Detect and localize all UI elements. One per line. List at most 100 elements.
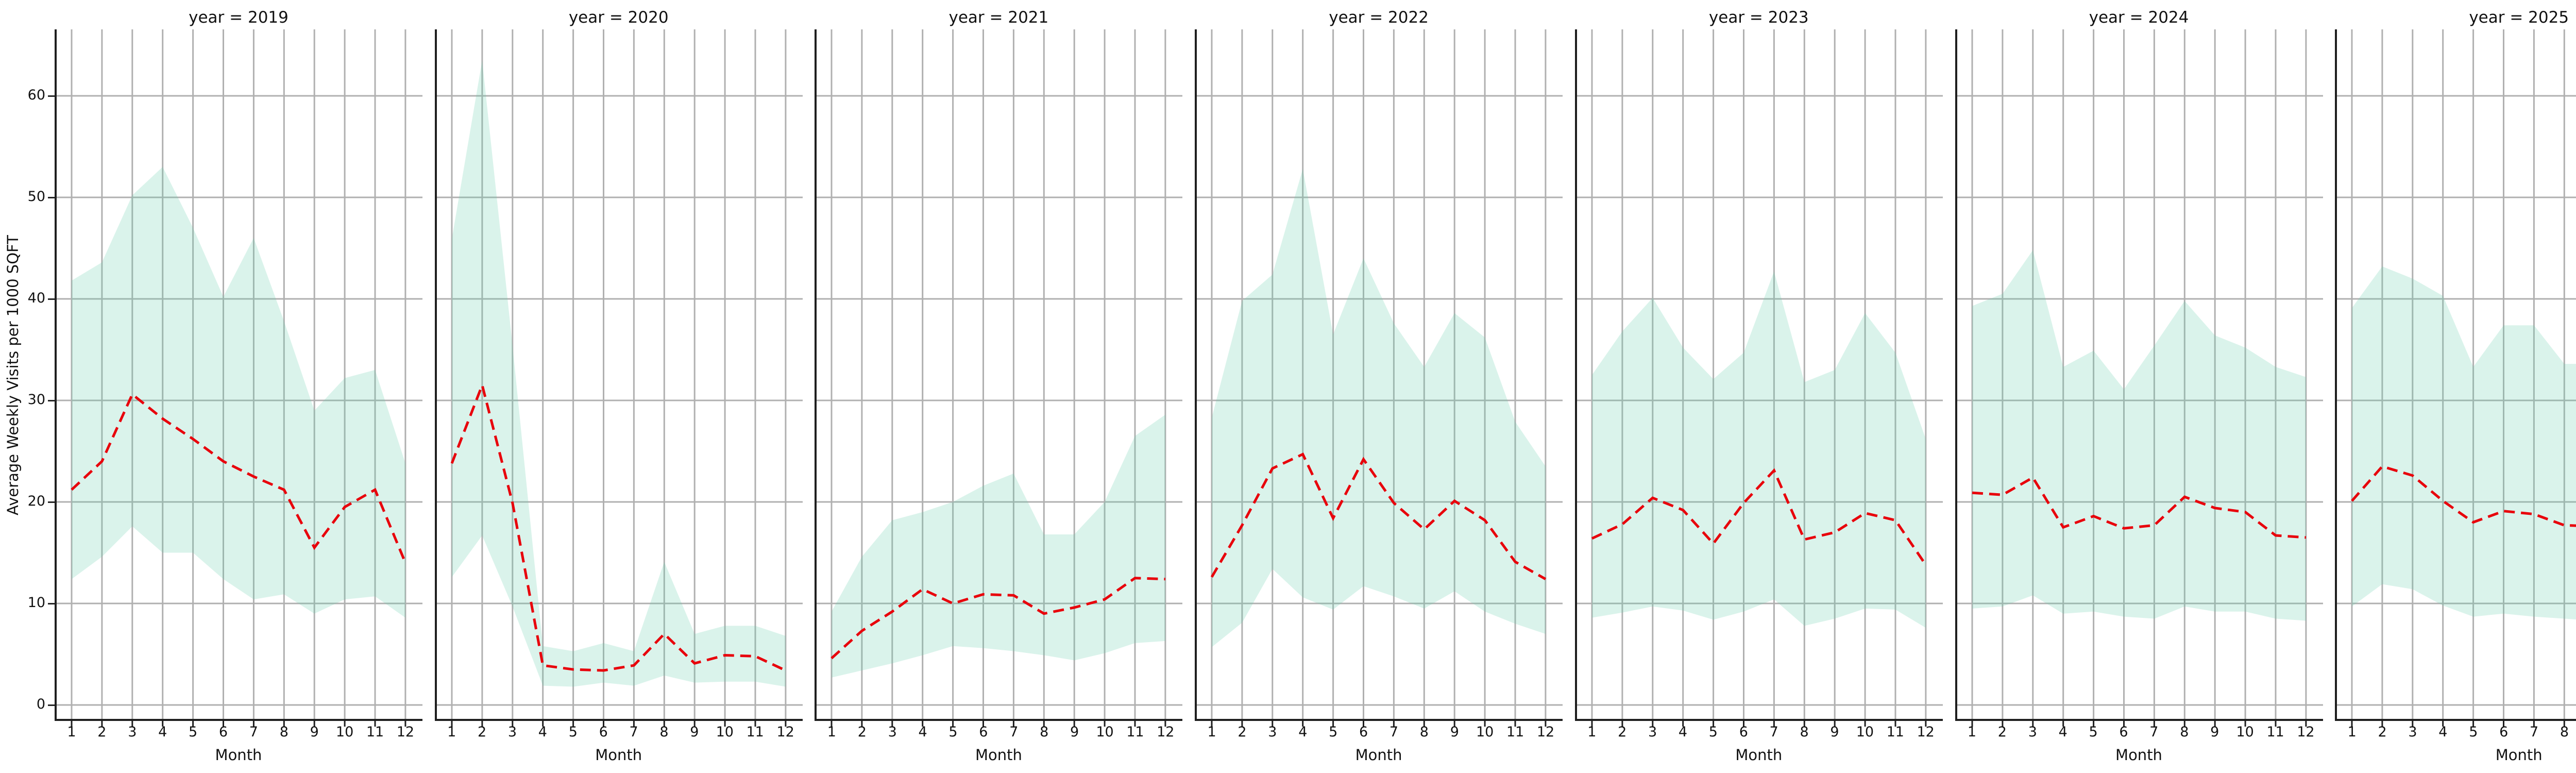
y-tick-label: 0 (36, 696, 45, 712)
x-tick-label: 4 (2438, 724, 2448, 740)
panel-plot-area (2335, 29, 2576, 727)
x-tick-label: 4 (1678, 724, 1688, 740)
x-tick-label: 4 (1298, 724, 1308, 740)
x-tick-label: 11 (2266, 724, 2284, 740)
x-tick-label: 9 (2210, 724, 2219, 740)
median-line (1972, 476, 2306, 539)
x-tick-label: 8 (1040, 724, 1049, 740)
median-line (2351, 465, 2576, 527)
x-tick-label: 11 (366, 724, 384, 740)
x-tick-label: 1 (1207, 724, 1216, 740)
x-tick-label: 9 (310, 724, 319, 740)
x-tick-label: 12 (396, 724, 415, 740)
median-line (71, 392, 407, 564)
y-tick-mark (48, 399, 55, 401)
x-axis-label: Month (1735, 746, 1783, 764)
facet-title: year = 2023 (1708, 8, 1809, 27)
x-tick-label: 6 (1359, 724, 1368, 740)
x-tick-label: 3 (2408, 724, 2417, 740)
x-tick-label: 1 (67, 724, 76, 740)
x-tick-label: 6 (2119, 724, 2128, 740)
x-tick-label: 6 (218, 724, 228, 740)
x-tick-label: 12 (2297, 724, 2315, 740)
x-tick-label: 3 (128, 724, 137, 740)
x-tick-label: 10 (335, 724, 354, 740)
x-tick-label: 2 (97, 724, 107, 740)
panel-plot-area (1195, 29, 1563, 727)
x-tick-label: 9 (1070, 724, 1079, 740)
x-axis-label: Month (2115, 746, 2162, 764)
x-tick-label: 11 (1506, 724, 1524, 740)
x-tick-label: 2 (1618, 724, 1627, 740)
x-tick-label: 6 (599, 724, 608, 740)
x-tick-label: 10 (2236, 724, 2254, 740)
x-tick-label: 7 (2530, 724, 2539, 740)
x-tick-label: 4 (918, 724, 927, 740)
x-tick-label: 5 (1708, 724, 1718, 740)
x-tick-label: 8 (2180, 724, 2189, 740)
x-tick-label: 1 (1587, 724, 1597, 740)
median-line (831, 577, 1166, 660)
panel-plot-area (1955, 29, 2323, 727)
x-tick-label: 5 (2089, 724, 2098, 740)
y-tick-mark (48, 602, 55, 604)
y-tick-mark (48, 95, 55, 97)
percentile-band (1212, 169, 1546, 647)
x-tick-label: 11 (1886, 724, 1904, 740)
y-tick-label: 50 (27, 189, 45, 205)
x-tick-label: 1 (1967, 724, 1977, 740)
percentile-band (72, 166, 405, 618)
percentile-band (451, 60, 786, 687)
median-line (450, 381, 786, 672)
x-tick-label: 9 (690, 724, 699, 740)
x-tick-label: 8 (659, 724, 669, 740)
x-tick-label: 2 (1238, 724, 1247, 740)
y-axis-label: Average Weekly Visits per 1000 SQFT (4, 235, 22, 515)
x-tick-label: 2 (857, 724, 867, 740)
y-tick-label: 40 (27, 290, 45, 306)
x-tick-label: 10 (1856, 724, 1874, 740)
x-tick-label: 11 (1126, 724, 1144, 740)
x-tick-label: 1 (447, 724, 456, 740)
x-tick-label: 2 (1997, 724, 2007, 740)
x-tick-label: 8 (1419, 724, 1429, 740)
x-tick-label: 7 (629, 724, 638, 740)
x-tick-label: 7 (1009, 724, 1019, 740)
y-tick-label: 20 (27, 493, 45, 509)
x-axis-label: Month (2495, 746, 2543, 764)
x-tick-label: 12 (1917, 724, 1935, 740)
x-tick-label: 12 (776, 724, 794, 740)
y-tick-label: 60 (27, 87, 45, 103)
x-tick-label: 12 (1536, 724, 1555, 740)
x-tick-label: 8 (2560, 724, 2569, 740)
x-tick-label: 11 (746, 724, 764, 740)
y-tick-label: 30 (27, 392, 45, 408)
x-tick-label: 5 (948, 724, 958, 740)
x-axis-label: Month (215, 746, 262, 764)
x-tick-label: 3 (888, 724, 897, 740)
y-tick-mark (48, 196, 55, 198)
x-tick-label: 7 (1769, 724, 1778, 740)
x-tick-label: 4 (538, 724, 547, 740)
percentile-band (1591, 271, 1926, 628)
y-tick-mark (48, 298, 55, 300)
facet-title: year = 2019 (189, 8, 289, 27)
x-axis-label: Month (1355, 746, 1402, 764)
x-axis-label: Month (975, 746, 1022, 764)
x-tick-label: 8 (279, 724, 289, 740)
x-tick-label: 4 (2058, 724, 2067, 740)
x-tick-label: 1 (827, 724, 836, 740)
percentile-band (832, 414, 1166, 678)
facet-title: year = 2022 (1329, 8, 1429, 27)
facet-title: year = 2020 (568, 8, 669, 27)
x-tick-label: 4 (158, 724, 167, 740)
x-tick-label: 7 (2149, 724, 2159, 740)
x-tick-label: 7 (1389, 724, 1399, 740)
x-tick-label: 9 (1830, 724, 1839, 740)
x-tick-label: 5 (189, 724, 198, 740)
x-tick-label: 1 (2347, 724, 2357, 740)
percentile-band (2352, 266, 2576, 620)
panel-plot-area (55, 29, 422, 727)
x-axis-label: Month (595, 746, 642, 764)
x-tick-label: 2 (2378, 724, 2387, 740)
